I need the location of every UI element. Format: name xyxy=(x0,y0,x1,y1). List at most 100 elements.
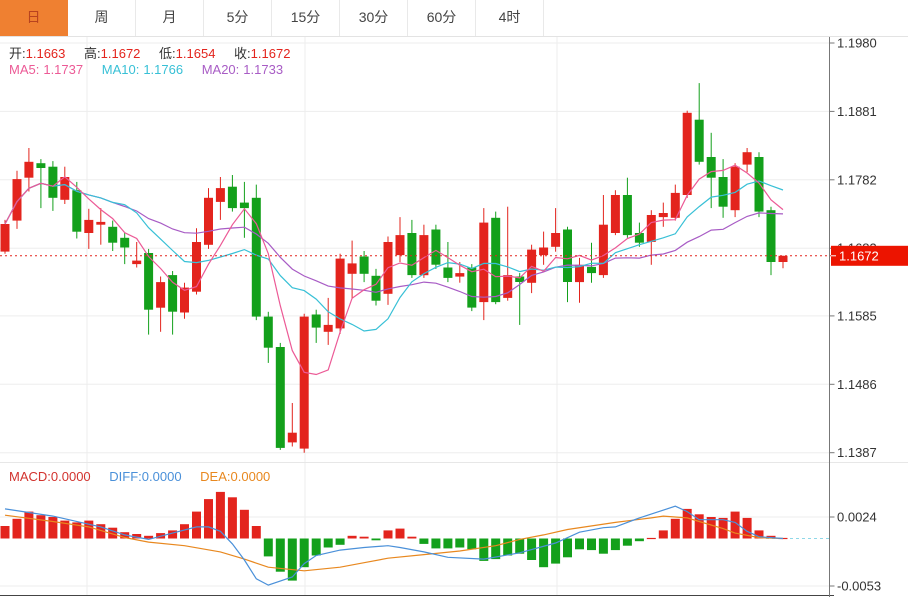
macd-bar xyxy=(646,537,656,540)
candle-body xyxy=(646,215,656,242)
macd-bar xyxy=(730,511,740,539)
macd-bar xyxy=(227,497,237,539)
macd-value: 0.0000 xyxy=(50,469,91,484)
candle-body xyxy=(443,267,453,278)
macd-histogram xyxy=(0,491,788,581)
candle-body xyxy=(575,264,584,283)
macd-bar xyxy=(563,538,572,558)
candle-body xyxy=(587,266,596,274)
macd-bar xyxy=(299,538,309,568)
candle-body xyxy=(311,314,321,328)
axis-label: 1.1486 xyxy=(837,377,877,392)
macd-bar xyxy=(479,538,489,561)
candle-body xyxy=(778,255,788,262)
candle-body xyxy=(371,275,381,301)
low-label: 低: xyxy=(159,46,176,61)
candle-body xyxy=(479,222,489,303)
tab-week[interactable]: 周 xyxy=(68,0,136,36)
macd-bar xyxy=(622,538,632,546)
candle-body xyxy=(132,260,142,265)
candle-body xyxy=(192,242,201,292)
candle-body xyxy=(239,202,249,209)
axis-label: 1.1387 xyxy=(837,445,877,460)
macd-bar xyxy=(395,528,405,539)
macd-bar xyxy=(168,530,178,539)
ma5-value: 1.1737 xyxy=(43,62,84,77)
open-value: 1.1663 xyxy=(25,46,66,61)
candle-body xyxy=(0,224,10,252)
tab-month[interactable]: 月 xyxy=(136,0,204,36)
macd-bar xyxy=(192,511,201,539)
dea-line xyxy=(4,514,784,572)
axis-label: 1.1881 xyxy=(837,104,877,119)
macd-bar xyxy=(347,535,357,539)
macd-bar xyxy=(371,538,381,541)
macd-bar xyxy=(383,530,393,539)
candle-body xyxy=(287,432,297,443)
candle-body xyxy=(263,316,273,348)
macd-bar xyxy=(132,534,142,539)
macd-bar xyxy=(754,530,764,539)
candle-body xyxy=(359,256,369,274)
macd-bar xyxy=(515,538,525,554)
candle-body xyxy=(610,195,620,233)
tab-day[interactable]: 日 xyxy=(0,0,68,36)
macd-bar xyxy=(0,526,10,539)
candle-body xyxy=(24,161,34,178)
macd-bar xyxy=(610,538,620,551)
macd-bar xyxy=(311,538,321,556)
candle-body xyxy=(120,237,130,248)
macd-bar xyxy=(36,515,46,539)
macd-bar xyxy=(263,538,273,557)
candle-body xyxy=(718,177,728,207)
candle-body xyxy=(467,267,477,308)
tab-60min[interactable]: 60分 xyxy=(408,0,476,36)
ma5-label: MA5: xyxy=(9,62,40,77)
macd-bar xyxy=(455,538,465,548)
ma5-line xyxy=(4,164,784,376)
macd-bar xyxy=(670,518,680,539)
dea-label: DEA: xyxy=(200,469,231,484)
candle-body xyxy=(551,233,561,247)
ma10-line xyxy=(4,180,784,332)
candle-body xyxy=(419,235,429,276)
macd-bar xyxy=(539,538,549,568)
dea-value: 0.0000 xyxy=(230,469,271,484)
close-value: 1.1672 xyxy=(250,46,291,61)
candle-body xyxy=(658,213,668,218)
candle-body xyxy=(275,347,285,448)
main-plot-area[interactable] xyxy=(0,36,830,462)
macd-bar xyxy=(598,538,608,554)
candle-body xyxy=(754,157,764,212)
macd-bar xyxy=(215,491,225,539)
tab-4hour[interactable]: 4时 xyxy=(476,0,544,36)
candle-body xyxy=(766,210,776,262)
macd-bar xyxy=(443,538,453,549)
macd-bar xyxy=(359,536,369,539)
macd-label: MACD: xyxy=(9,469,51,484)
candle-body xyxy=(634,233,644,243)
candle-body xyxy=(598,224,608,276)
macd-bar xyxy=(48,517,58,539)
tab-15min[interactable]: 15分 xyxy=(272,0,340,36)
candle-body xyxy=(108,226,118,243)
candle-body xyxy=(48,166,58,198)
candle-body xyxy=(144,253,154,310)
macd-bar xyxy=(658,530,668,539)
tab-30min[interactable]: 30分 xyxy=(340,0,408,36)
high-value: 1.1672 xyxy=(100,46,141,61)
axis-label: -0.0053 xyxy=(837,579,881,594)
candle-body xyxy=(706,157,716,178)
macd-bar xyxy=(575,538,584,550)
timeframe-tab-bar: 日周月 5分 15分 30分 60分 4时 xyxy=(0,0,908,37)
candle-body xyxy=(622,195,632,236)
macd-bar xyxy=(204,499,213,539)
axis-label: 1.1980 xyxy=(837,36,877,51)
ma10-value: 1.1766 xyxy=(143,62,184,77)
candle-body xyxy=(227,186,237,209)
candle-body xyxy=(431,229,441,265)
macd-bar xyxy=(407,536,417,539)
tab-5min[interactable]: 5分 xyxy=(204,0,272,36)
ma20-line xyxy=(4,182,784,298)
